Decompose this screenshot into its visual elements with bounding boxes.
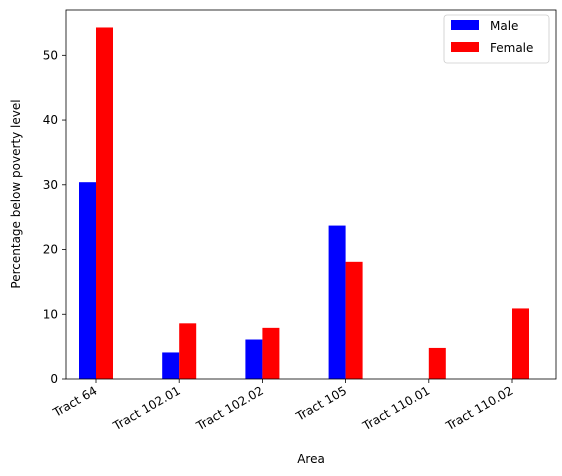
y-tick-label: 10 <box>43 307 58 321</box>
x-tick-label: Tract 110.02 <box>443 383 516 433</box>
legend: Male Female <box>443 14 550 64</box>
legend-swatch-male <box>451 20 479 30</box>
y-tick-label: 50 <box>43 48 58 62</box>
bar-male-2 <box>245 339 263 379</box>
x-tick-label: Tract 105 <box>293 383 349 424</box>
bar-male-0 <box>79 182 96 379</box>
y-tick-label: 30 <box>43 178 58 192</box>
bar-female-3 <box>345 261 363 379</box>
bar-female-5 <box>512 308 529 379</box>
y-tick-label: 20 <box>43 243 58 257</box>
plot-frame <box>65 9 557 380</box>
y-axis-label: Percentage below poverty level <box>9 99 23 288</box>
x-tick-label: Tract 102.01 <box>110 383 183 433</box>
legend-label-male: Male <box>490 19 518 33</box>
bars <box>79 27 529 380</box>
x-tick-label: Tract 64 <box>50 383 100 420</box>
bar-female-1 <box>179 323 197 379</box>
bar-female-0 <box>96 27 113 380</box>
x-tick-label: Tract 102.02 <box>193 383 266 433</box>
legend-label-female: Female <box>490 41 533 55</box>
bar-female-4 <box>428 347 446 379</box>
bar-female-2 <box>262 327 280 379</box>
y-axis-ticks: 0 10 20 30 40 50 <box>43 48 66 386</box>
x-tick-label: Tract 110.01 <box>360 383 433 433</box>
x-axis-ticks: Tract 64 Tract 102.01 Tract 102.02 Tract 10… <box>50 379 516 434</box>
bar-male-1 <box>162 352 180 379</box>
bar-male-3 <box>328 225 346 379</box>
legend-swatch-female <box>451 42 479 52</box>
y-tick-label: 40 <box>43 113 58 127</box>
x-axis-label: Area <box>297 452 325 466</box>
y-tick-label: 0 <box>50 372 58 386</box>
